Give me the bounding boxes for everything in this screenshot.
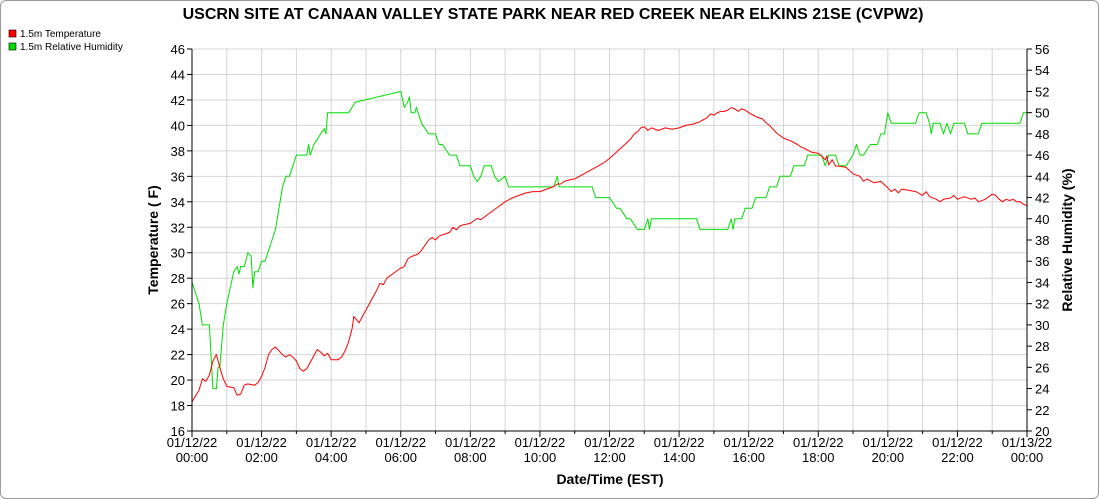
y-right-tick-label: 50 [1035, 106, 1049, 121]
x-tick-time: 02:00 [245, 450, 278, 465]
y-left-tick-label: 46 [171, 42, 185, 57]
x-tick-date: 01/12/22 [723, 435, 774, 450]
x-tick-time: 22:00 [941, 450, 974, 465]
y-right-tick-label: 20 [1035, 424, 1049, 439]
x-tick-date: 01/12/22 [863, 435, 914, 450]
y-right-tick-label: 36 [1035, 254, 1049, 269]
y-right-tick-label: 48 [1035, 127, 1049, 142]
y-right-tick-label: 38 [1035, 233, 1049, 248]
axes [187, 48, 1032, 437]
y-left-tick-label: 26 [171, 297, 185, 312]
y-right-tick-label: 56 [1035, 42, 1049, 57]
x-tick-date: 01/12/22 [584, 435, 635, 450]
x-tick-time: 14:00 [663, 450, 696, 465]
x-tick-time: 00:00 [176, 450, 209, 465]
x-tick-date: 01/12/22 [236, 435, 287, 450]
x-tick-date: 01/12/22 [306, 435, 357, 450]
y-left-tick-label: 20 [171, 373, 185, 388]
y-left-tick-label: 28 [171, 271, 185, 286]
x-tick-date: 01/12/22 [932, 435, 983, 450]
x-tick-time: 06:00 [384, 450, 417, 465]
y-left-tick-label: 32 [171, 220, 185, 235]
y-right-tick-label: 44 [1035, 169, 1049, 184]
x-tick-time: 20:00 [872, 450, 905, 465]
y-right-tick-label: 22 [1035, 403, 1049, 418]
x-axis-title: Date/Time (EST) [556, 471, 663, 487]
chart-title: USCRN SITE AT CANAAN VALLEY STATE PARK N… [183, 6, 924, 23]
y-right-tick-label: 28 [1035, 339, 1049, 354]
y-left-tick-label: 40 [171, 118, 185, 133]
legend-label-temperature: 1.5m Temperature [20, 29, 101, 40]
y-left-tick-label: 24 [171, 322, 185, 337]
y-axis-right-title: Relative Humidity (%) [1059, 168, 1075, 311]
y-left-tick-label: 30 [171, 246, 185, 261]
y-left-tick-label: 18 [171, 399, 185, 414]
y-axis-left-title: Temperature ( F) [145, 185, 161, 294]
y-left-tick-label: 44 [171, 67, 185, 82]
x-tick-date: 01/12/22 [793, 435, 844, 450]
y-left-tick-label: 36 [171, 169, 185, 184]
y-left-tick-label: 22 [171, 348, 185, 363]
y-left-tick-label: 42 [171, 93, 185, 108]
x-tick-time: 00:00 [1011, 450, 1044, 465]
x-tick-date: 01/12/22 [375, 435, 426, 450]
gridlines [191, 48, 1028, 432]
y-right-tick-label: 30 [1035, 318, 1049, 333]
series-layer [191, 90, 1028, 402]
x-tick-time: 08:00 [454, 450, 487, 465]
tick-labels: 16 18 20 22 24 26 28 30 32 34 36 38 40 42 44 46 20 22 24 26… [167, 42, 1053, 465]
y-right-tick-label: 46 [1035, 148, 1049, 163]
y-right-tick-label: 24 [1035, 382, 1049, 397]
temperature-line [191, 107, 1028, 402]
x-tick-date: 01/13/22 [1002, 435, 1053, 450]
x-tick-date: 01/12/22 [515, 435, 566, 450]
x-tick-time: 12:00 [593, 450, 626, 465]
y-right-tick-label: 52 [1035, 84, 1049, 99]
legend-label-humidity: 1.5m Relative Humidity [20, 42, 123, 53]
y-right-tick-label: 40 [1035, 212, 1049, 227]
y-left-tick-label: 16 [171, 424, 185, 439]
y-right-tick-label: 32 [1035, 297, 1049, 312]
x-tick-time: 18:00 [802, 450, 835, 465]
y-right-tick-label: 34 [1035, 275, 1049, 290]
legend: 1.5m Temperature 1.5m Relative Humidity [8, 29, 123, 53]
x-tick-time: 16:00 [732, 450, 765, 465]
legend-swatch-temperature [8, 29, 17, 38]
y-right-tick-label: 54 [1035, 63, 1049, 78]
y-right-tick-label: 42 [1035, 191, 1049, 206]
x-tick-time: 10:00 [524, 450, 557, 465]
x-tick-date: 01/12/22 [167, 435, 218, 450]
y-left-tick-label: 38 [171, 144, 185, 159]
x-tick-date: 01/12/22 [445, 435, 496, 450]
y-right-tick-label: 26 [1035, 360, 1049, 375]
x-tick-date: 01/12/22 [654, 435, 705, 450]
legend-swatch-humidity [8, 42, 17, 51]
x-tick-time: 04:00 [315, 450, 348, 465]
y-left-tick-label: 34 [171, 195, 185, 210]
humidity-line [191, 90, 1027, 390]
